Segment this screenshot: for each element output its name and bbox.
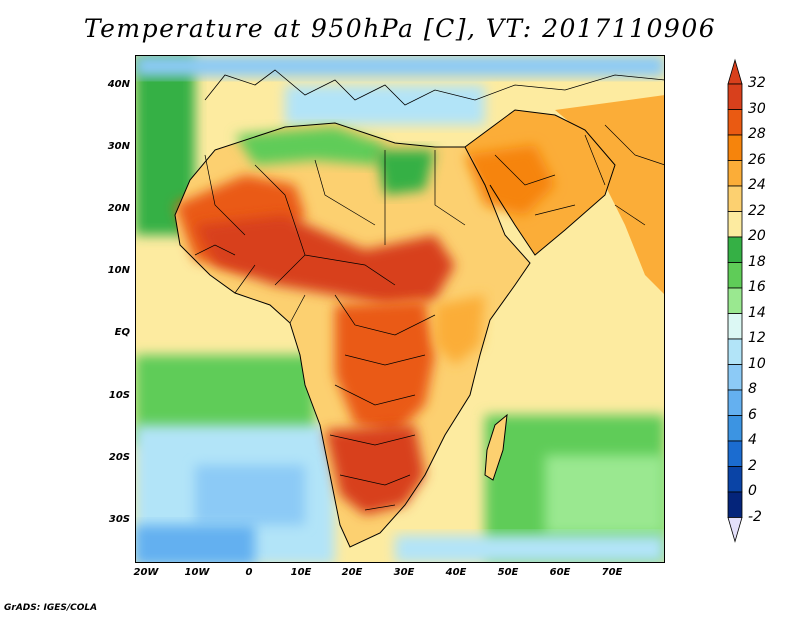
colorbar-under-triangle xyxy=(727,517,743,543)
colorbar-label: 24 xyxy=(748,177,766,193)
mediterranean xyxy=(285,85,485,125)
colorbar-segment xyxy=(727,466,743,493)
colorbar-segment xyxy=(727,491,743,518)
lon-label-50e: 50E xyxy=(497,567,519,578)
colorbar-label: 20 xyxy=(748,228,766,244)
southwest-coast-cold xyxy=(135,525,255,563)
colorbar-label: 12 xyxy=(748,330,766,346)
east-africa-mild xyxy=(435,295,485,365)
lon-label-10w: 10W xyxy=(184,567,210,578)
colorbar-label: 4 xyxy=(748,432,757,448)
lon-label-20e: 20E xyxy=(341,567,363,578)
lat-label-eq: EQ xyxy=(114,327,130,338)
madagascar-coast xyxy=(484,413,508,481)
lon-label-70e: 70E xyxy=(601,567,623,578)
colorbar-label: 26 xyxy=(748,151,766,168)
arabia-hot xyxy=(465,145,555,215)
europe-coast xyxy=(204,69,665,106)
colorbar-segment xyxy=(727,415,743,442)
colorbar-label: 10 xyxy=(748,355,766,372)
colorbar-segment xyxy=(727,160,743,187)
colorbar-label: 28 xyxy=(748,126,766,142)
colorbar xyxy=(727,58,743,543)
lat-label-40n: 40N xyxy=(107,79,130,90)
colorbar-label: 16 xyxy=(748,279,766,295)
chart-title: Temperature at 950hPa [C], VT: 201711090… xyxy=(83,14,717,43)
colorbar-label: 22 xyxy=(748,202,766,219)
south-atlantic-cold xyxy=(195,465,305,525)
colorbar-segment xyxy=(727,236,743,263)
colorbar-segment xyxy=(727,338,743,365)
colorbar-label: 14 xyxy=(748,304,766,321)
footer-credit: GrADS: IGES/COLA xyxy=(4,603,98,613)
sahel-hot xyxy=(195,215,455,305)
lat-label-10n: 10N xyxy=(107,265,130,276)
lat-label-10s: 10S xyxy=(108,390,130,401)
colorbar-label: 32 xyxy=(748,75,766,91)
colorbar-segment xyxy=(727,287,743,314)
temperature-map xyxy=(135,55,665,563)
south-indian-cool xyxy=(545,455,665,535)
egypt-green xyxy=(375,150,435,195)
southern-africa-hot xyxy=(325,425,425,515)
map-frame xyxy=(135,55,665,563)
colorbar-over-triangle xyxy=(727,58,743,85)
country-borders xyxy=(194,124,665,511)
lat-label-20s: 20S xyxy=(108,452,130,463)
colorbar-segment xyxy=(727,313,743,340)
colorbar-segment xyxy=(727,440,743,467)
colorbar-label: 6 xyxy=(748,406,757,423)
lon-label-60e: 60E xyxy=(549,567,571,578)
lon-label-40e: 40E xyxy=(445,567,467,578)
colorbar-label: 2 xyxy=(748,457,757,474)
colorbar-segment xyxy=(727,364,743,391)
colorbar-segment xyxy=(727,262,743,289)
lat-label-30n: 30N xyxy=(107,141,130,152)
lon-label-10e: 10E xyxy=(290,567,312,578)
lat-label-20n: 20N xyxy=(107,203,130,214)
land-madagascar xyxy=(485,415,507,480)
land-asia xyxy=(555,95,665,295)
colorbar-label: 18 xyxy=(748,253,766,270)
lon-label-30e: 30E xyxy=(393,567,415,578)
colorbar-segment xyxy=(727,83,743,110)
colorbar-label: 30 xyxy=(748,100,766,117)
north-cold-band xyxy=(135,55,665,77)
colorbar-segment xyxy=(727,109,743,136)
colorbar-segment xyxy=(727,211,743,238)
lat-label-30s: 30S xyxy=(108,514,130,525)
colorbar-label: -2 xyxy=(748,508,762,525)
lon-label-20w: 20W xyxy=(133,567,159,578)
south-indian-coolest xyxy=(395,535,665,563)
colorbar-segment xyxy=(727,389,743,416)
lon-label-0: 0 xyxy=(245,567,253,578)
arabia-coast xyxy=(464,109,616,256)
colorbar-label: 8 xyxy=(748,381,757,397)
colorbar-segment xyxy=(727,185,743,212)
central-africa-hot xyxy=(335,300,435,435)
north-africa-coast-green xyxy=(235,127,385,165)
colorbar-label: 0 xyxy=(748,483,757,499)
colorbar-segment xyxy=(727,134,743,161)
